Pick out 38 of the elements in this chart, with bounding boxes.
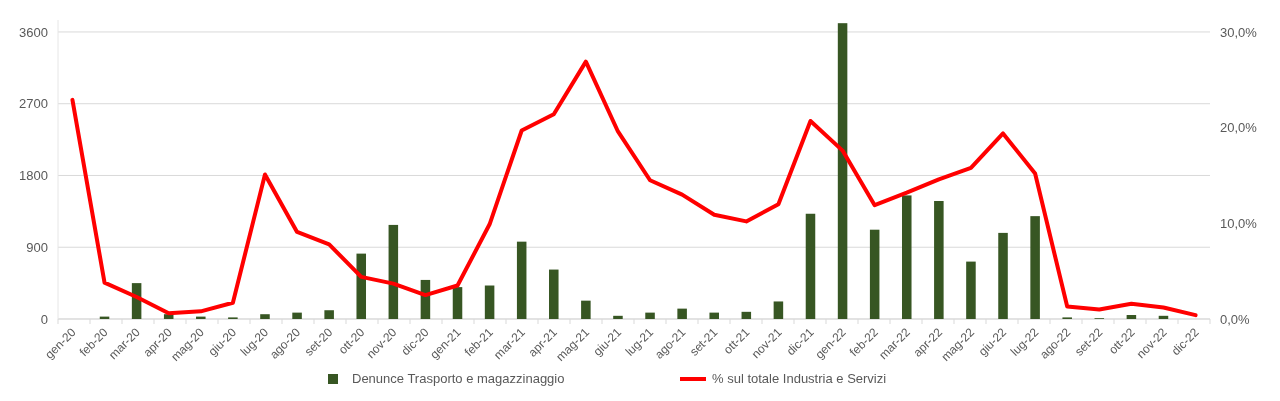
y-tick-label: 1800 [19,168,48,184]
y-tick-label: 0 [40,311,48,327]
y-tick-label: 3600 [19,24,48,40]
bar [356,253,367,319]
line-series [70,59,1198,318]
y2-tick-label: 20,0% [1220,120,1258,136]
bar [516,241,527,319]
bar [581,300,591,319]
bar [388,224,399,319]
y-tick-label: 900 [26,239,48,255]
legend-label: % sul totale Industria e Servizi [712,371,887,386]
bar [677,308,687,319]
bar [260,314,270,319]
bar [934,201,944,319]
bar [773,301,784,319]
bar [645,312,655,319]
y2-tick-label: 30,0% [1220,24,1258,40]
bar [324,310,334,319]
legend-label: Denunce Trasporto e magazzinaggio [352,371,565,386]
bar [709,312,719,319]
bar [549,269,559,319]
y2-tick-label: 0,0% [1220,311,1251,327]
bar [966,261,976,319]
bar [452,287,463,319]
bar [901,195,912,319]
bar [869,229,880,319]
bar [998,232,1008,319]
bar [613,315,623,319]
bar [741,311,752,319]
bar [1126,315,1137,319]
bar [1030,216,1040,319]
bar [1158,315,1169,319]
bar [837,23,848,319]
bar [805,213,816,319]
y-tick-label: 2700 [19,96,48,112]
y2-tick-label: 10,0% [1220,215,1258,231]
bar [292,312,302,319]
bar [484,285,495,319]
